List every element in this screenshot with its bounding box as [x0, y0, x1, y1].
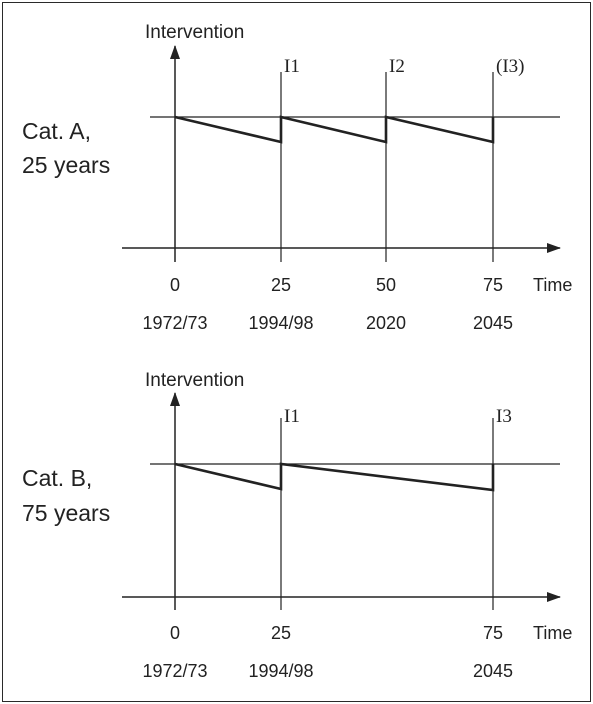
x-axis-label: Time [533, 275, 572, 295]
deterioration-curve [174, 462, 495, 492]
tick-label: 75 [483, 275, 503, 295]
intervention-label-i1: I1 [284, 406, 300, 427]
category-label-line2: 25 years [22, 152, 110, 178]
year-label: 2020 [366, 313, 406, 333]
intervention-label-i3: I3 [496, 406, 512, 427]
tick-label: 75 [483, 623, 503, 643]
year-label: 2045 [473, 313, 513, 333]
intervention-label-i2: I2 [389, 56, 405, 77]
deterioration-curve [174, 115, 495, 144]
category-label-line1: Cat. A, [22, 118, 91, 144]
category-label-line2: 75 years [22, 500, 110, 526]
intervention-label-i1: I1 [284, 56, 300, 77]
year-label: 1994/98 [248, 313, 313, 333]
tick-label: 0 [170, 623, 180, 643]
tick-label: 0 [170, 275, 180, 295]
panel-a: Intervention I1 I2 (I3) Cat. A, 25 years… [22, 22, 572, 333]
tick-label: 50 [376, 275, 396, 295]
year-label: 1972/73 [142, 661, 207, 681]
tick-label: 25 [271, 623, 291, 643]
x-axis-label: Time [533, 623, 572, 643]
tick-label: 25 [271, 275, 291, 295]
year-label: 1972/73 [142, 313, 207, 333]
intervention-label-i3: (I3) [496, 56, 524, 77]
category-label-line1: Cat. B, [22, 465, 92, 491]
year-label: 1994/98 [248, 661, 313, 681]
panel-b: Intervention I1 I3 Cat. B, 75 years 0 25… [22, 370, 572, 681]
year-label: 2045 [473, 661, 513, 681]
y-axis-label: Intervention [145, 22, 244, 43]
y-axis-label: Intervention [145, 370, 244, 391]
